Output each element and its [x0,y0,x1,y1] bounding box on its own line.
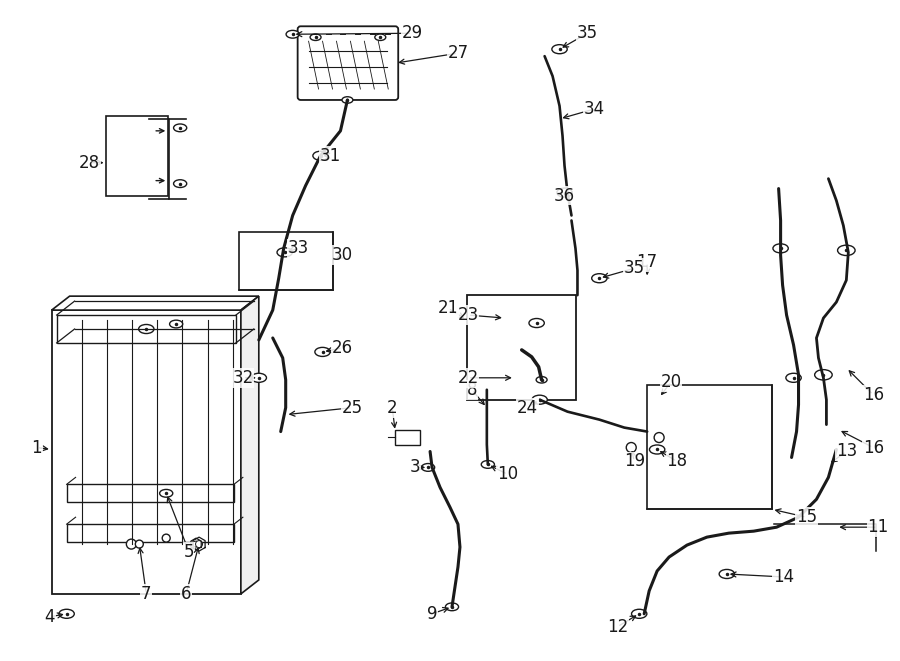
Polygon shape [51,296,259,310]
Text: 11: 11 [868,518,889,536]
Text: 29: 29 [401,24,423,42]
Ellipse shape [59,609,75,618]
Circle shape [195,541,203,547]
Ellipse shape [374,34,386,40]
Text: 34: 34 [584,100,605,118]
Bar [395,430,420,444]
Text: 8: 8 [467,381,477,399]
Ellipse shape [310,34,321,40]
Text: 25: 25 [342,399,363,416]
Text: 23: 23 [457,306,479,324]
Ellipse shape [786,373,801,382]
Ellipse shape [632,609,647,618]
Text: 20: 20 [661,373,681,391]
Ellipse shape [277,248,292,257]
Polygon shape [241,296,259,594]
Bar [57,315,236,343]
Ellipse shape [174,180,186,188]
Ellipse shape [342,97,353,103]
Bar [67,485,234,502]
Text: 35: 35 [624,259,644,277]
Ellipse shape [421,463,435,471]
Ellipse shape [650,445,665,454]
Ellipse shape [838,245,855,256]
Text: 19: 19 [624,452,644,471]
Circle shape [194,541,199,547]
Text: 1: 1 [32,438,42,457]
Circle shape [654,432,664,442]
Text: 24: 24 [518,399,538,416]
Ellipse shape [552,45,567,54]
Circle shape [126,539,136,549]
Circle shape [135,540,143,548]
Text: 36: 36 [554,186,575,204]
Ellipse shape [814,369,832,380]
Ellipse shape [446,603,459,611]
Text: 35: 35 [577,24,598,42]
Circle shape [626,442,636,453]
Text: 3: 3 [410,459,420,477]
Text: 15: 15 [796,508,817,526]
Ellipse shape [536,377,547,383]
Bar [238,233,334,290]
Ellipse shape [174,124,186,132]
Text: 32: 32 [232,369,254,387]
Bar [67,524,234,542]
Ellipse shape [529,319,544,328]
Ellipse shape [286,30,299,38]
Circle shape [162,534,170,542]
Ellipse shape [719,569,734,578]
Text: 31: 31 [320,147,341,165]
Ellipse shape [532,395,547,405]
Text: 10: 10 [497,465,518,483]
Text: 9: 9 [427,605,437,623]
Text: 16: 16 [863,438,884,457]
Ellipse shape [591,274,607,283]
Text: 22: 22 [457,369,479,387]
Text: 30: 30 [332,247,353,264]
Text: 27: 27 [447,44,469,62]
Ellipse shape [315,348,330,356]
Text: 26: 26 [332,339,353,357]
Text: 12: 12 [607,618,628,636]
Text: 28: 28 [79,154,100,172]
Text: 7: 7 [141,585,151,603]
Text: 17: 17 [636,253,658,271]
Bar [647,385,771,509]
Bar [106,116,168,196]
Ellipse shape [169,320,183,328]
Text: 5: 5 [184,543,194,561]
Ellipse shape [251,373,266,382]
Text: 14: 14 [773,568,794,586]
Text: 6: 6 [181,585,192,603]
FancyBboxPatch shape [298,26,398,100]
Text: 16: 16 [863,386,884,404]
Ellipse shape [773,244,788,253]
Ellipse shape [139,325,154,334]
Bar [51,310,241,594]
Text: 18: 18 [667,452,688,471]
Bar [467,295,577,400]
Ellipse shape [482,461,494,468]
Text: 2: 2 [387,399,398,416]
Text: 33: 33 [288,239,310,257]
Ellipse shape [557,188,572,197]
Ellipse shape [313,151,328,160]
Text: 4: 4 [44,608,55,626]
Text: 13: 13 [836,442,857,461]
Text: 21: 21 [437,299,459,317]
Ellipse shape [159,489,173,497]
